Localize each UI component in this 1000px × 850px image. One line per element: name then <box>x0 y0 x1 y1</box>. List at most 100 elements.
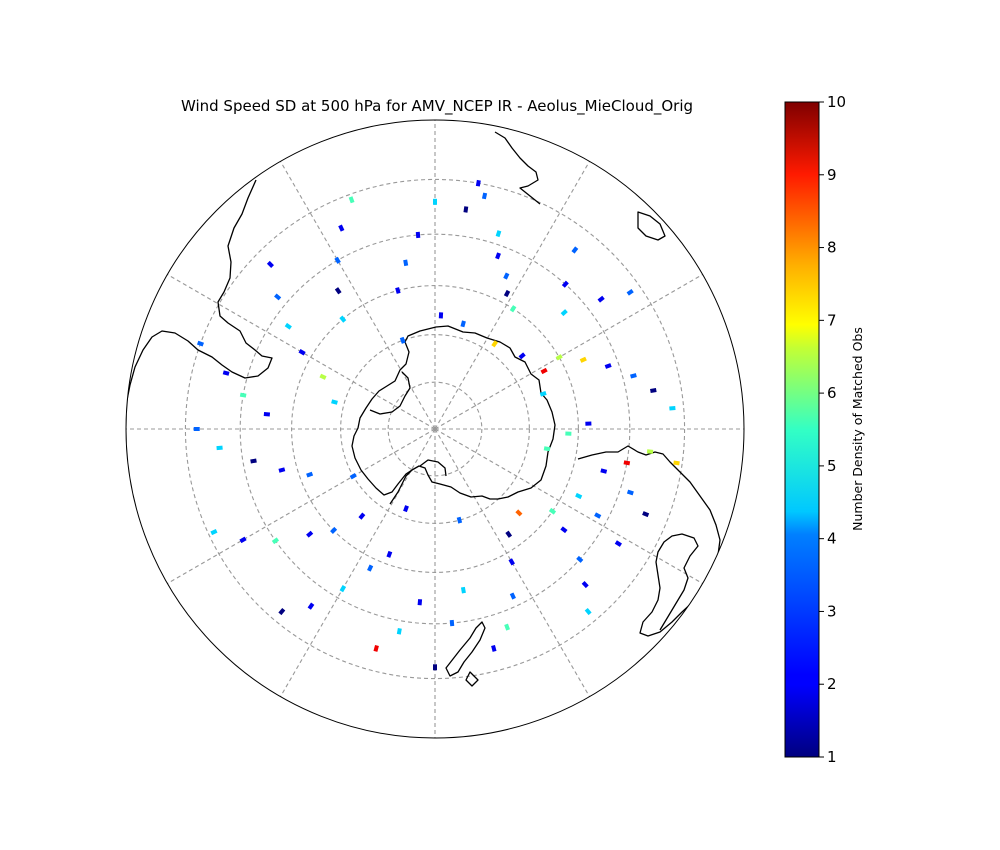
data-cell <box>438 312 444 319</box>
data-cell <box>271 537 280 545</box>
chart-title: Wind Speed SD at 500 hPa for AMV_NCEP IR… <box>181 97 693 116</box>
data-cell <box>403 259 409 267</box>
data-cell <box>614 540 622 547</box>
longitude-gridline <box>434 161 590 430</box>
data-cell <box>339 315 347 323</box>
data-cell <box>560 526 568 534</box>
antarctica-coastline <box>351 325 556 500</box>
antarctic-peninsula <box>389 469 413 505</box>
data-cell <box>298 349 306 356</box>
colorbar-tick-label: 6 <box>827 384 837 402</box>
data-cell <box>503 272 510 280</box>
data-cell <box>216 445 223 451</box>
longitude-gridline <box>434 274 703 430</box>
data-cell <box>539 391 547 397</box>
colorbar-label: Number Density of Matched Obs <box>850 327 865 531</box>
data-cell <box>306 530 314 538</box>
map-boundary <box>125 119 745 739</box>
data-cell <box>399 336 406 344</box>
data-cell <box>334 256 341 264</box>
data-cell <box>491 340 499 348</box>
data-cell <box>331 399 338 405</box>
data-cell <box>571 246 579 254</box>
data-cell <box>650 388 657 393</box>
data-cell <box>646 449 654 454</box>
data-cell <box>386 550 393 558</box>
latitude-gridline <box>239 233 631 625</box>
data-cell <box>278 467 286 473</box>
data-cell <box>460 320 466 328</box>
data-cell <box>505 530 513 538</box>
colorbar-tick-label: 8 <box>827 239 837 257</box>
data-cell <box>509 305 517 313</box>
data-cell <box>579 356 587 363</box>
data-cell <box>543 446 551 452</box>
data-cell <box>348 196 355 204</box>
data-cell <box>585 421 592 426</box>
data-cell <box>555 354 563 361</box>
colorbar: 1 2 3 4 5 6 7 8 9 10 Number Density of Matched Ob… <box>784 93 865 766</box>
data-cell <box>495 252 501 260</box>
data-cell <box>548 507 557 515</box>
polar-map <box>125 119 745 739</box>
data-cell <box>367 564 374 572</box>
data-cell <box>358 512 366 520</box>
colorbar-tick-label: 4 <box>827 530 837 548</box>
data-cell <box>239 392 247 398</box>
data-cell <box>222 370 230 376</box>
data-cell <box>284 322 292 330</box>
colorbar-ticks: 1 2 3 4 5 6 7 8 9 10 <box>819 93 846 766</box>
colorbar-tick-label: 3 <box>827 602 837 620</box>
data-cell <box>503 289 511 298</box>
data-cell <box>417 599 423 606</box>
data-cell <box>330 526 338 534</box>
data-cell <box>456 516 463 524</box>
data-cell <box>415 231 421 239</box>
colorbar-tick-label: 7 <box>827 311 837 329</box>
colorbar-gradient <box>784 101 820 758</box>
data-cell <box>560 309 568 317</box>
data-cell <box>673 460 680 466</box>
data-cell <box>319 373 327 380</box>
data-cell <box>504 623 511 631</box>
data-cell <box>239 536 247 544</box>
madagascar-coastline <box>637 211 666 241</box>
data-cell <box>263 412 271 417</box>
data-cell <box>508 558 515 566</box>
longitude-gridline <box>167 428 436 584</box>
data-cell <box>491 645 497 652</box>
data-cell <box>433 198 437 205</box>
data-cell <box>594 512 602 519</box>
colorbar-tick-label: 10 <box>827 93 846 111</box>
new-zealand-coastline <box>445 621 486 677</box>
data-cell <box>349 472 357 480</box>
data-cell <box>515 509 523 517</box>
data-cell <box>626 288 634 296</box>
data-cell <box>306 471 314 478</box>
data-cell <box>433 664 437 671</box>
weddell-ice-shelf <box>419 459 447 477</box>
data-cell <box>518 352 526 360</box>
data-cell <box>463 206 469 213</box>
data-cell <box>250 458 257 464</box>
data-cell <box>334 287 342 295</box>
data-cell <box>669 405 676 411</box>
data-cell <box>278 607 286 616</box>
data-cell <box>339 584 347 593</box>
data-cell <box>396 628 402 635</box>
colorbar-tick-label: 9 <box>827 166 837 184</box>
data-cell <box>395 287 401 294</box>
data-cell <box>561 280 569 288</box>
data-cell <box>626 489 634 496</box>
south-america-coastline <box>126 179 273 406</box>
data-cell <box>576 555 584 563</box>
data-cell <box>338 224 345 232</box>
data-cell <box>540 367 548 375</box>
data-cell <box>630 373 637 379</box>
data-cell <box>623 460 631 466</box>
longitude-gridline <box>434 428 703 584</box>
data-cell <box>460 586 466 594</box>
data-cell <box>403 505 409 513</box>
data-cell <box>193 427 200 431</box>
data-cell <box>600 468 608 474</box>
